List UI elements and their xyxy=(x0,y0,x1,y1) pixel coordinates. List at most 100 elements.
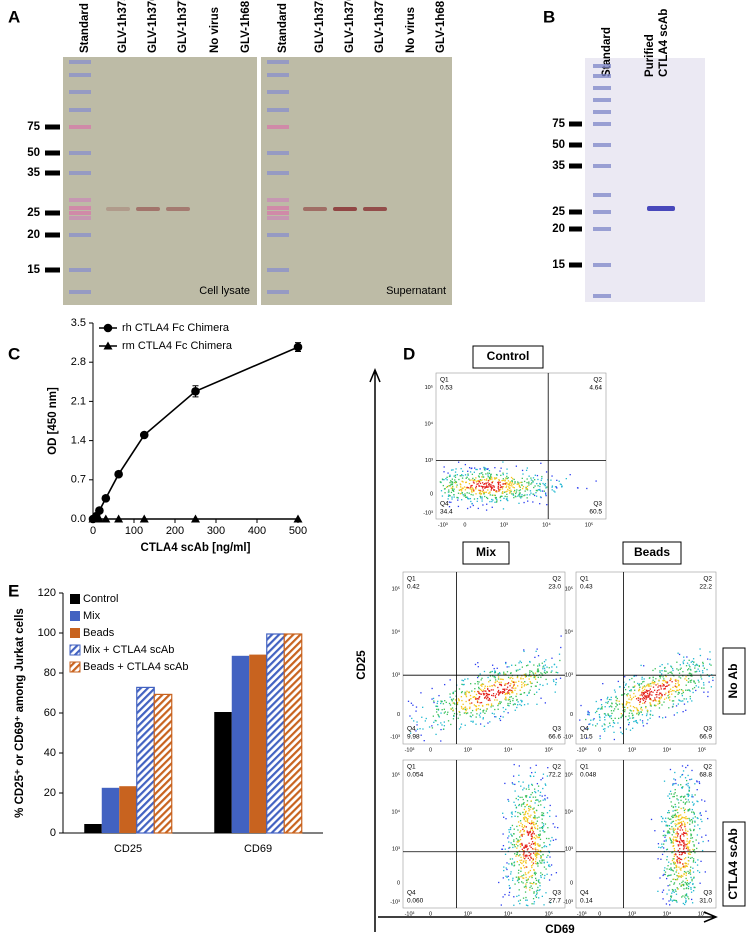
event-dot xyxy=(484,712,486,714)
event-dot xyxy=(671,693,673,695)
event-dot xyxy=(555,872,558,874)
event-dot xyxy=(525,866,527,868)
event-dot xyxy=(657,703,659,705)
event-dot xyxy=(529,808,531,811)
event-dot xyxy=(587,727,589,730)
event-dot xyxy=(494,677,496,679)
event-dot xyxy=(677,823,680,825)
event-dot xyxy=(539,838,542,841)
event-dot xyxy=(537,886,539,889)
event-dot xyxy=(678,688,681,691)
event-dot xyxy=(613,731,615,734)
event-dot xyxy=(468,467,471,469)
event-dot xyxy=(502,707,504,709)
event-dot xyxy=(497,678,500,680)
event-dot xyxy=(681,824,683,826)
event-dot xyxy=(506,876,508,878)
event-dot xyxy=(540,872,542,874)
event-dot xyxy=(505,699,507,701)
quadrant-name: Q2 xyxy=(552,764,561,771)
event-dot xyxy=(685,893,688,896)
event-dot xyxy=(687,856,690,859)
event-dot xyxy=(483,466,485,469)
event-dot xyxy=(539,791,542,794)
event-dot xyxy=(532,898,535,900)
event-dot xyxy=(632,686,634,688)
event-dot xyxy=(445,477,447,480)
event-dot xyxy=(497,686,499,689)
panel-label: D xyxy=(403,344,415,363)
event-dot xyxy=(443,721,445,723)
event-dot xyxy=(641,681,644,683)
event-dot xyxy=(642,696,645,699)
event-dot xyxy=(689,778,691,781)
event-dot xyxy=(618,700,620,702)
event-dot xyxy=(432,697,435,700)
event-dot xyxy=(554,683,557,686)
event-dot xyxy=(536,474,539,477)
event-dot xyxy=(662,685,664,687)
event-dot xyxy=(625,715,627,718)
event-dot xyxy=(522,473,524,475)
event-dot xyxy=(697,859,699,861)
event-dot xyxy=(637,714,640,716)
quadrant-name: Q3 xyxy=(552,890,561,897)
event-dot xyxy=(695,689,697,692)
event-dot xyxy=(521,862,523,865)
event-dot xyxy=(494,670,497,673)
event-dot xyxy=(627,693,629,695)
event-dot xyxy=(464,691,466,693)
event-dot xyxy=(684,808,686,810)
event-dot xyxy=(523,825,526,827)
event-dot xyxy=(665,821,667,823)
event-dot xyxy=(512,846,514,849)
event-dot xyxy=(690,835,692,837)
event-dot xyxy=(661,682,664,685)
event-dot xyxy=(594,725,597,727)
event-dot xyxy=(479,716,481,718)
event-dot xyxy=(686,817,689,820)
x-tick-label: 200 xyxy=(166,525,184,537)
event-dot xyxy=(637,682,639,685)
event-dot xyxy=(499,496,502,498)
event-dot xyxy=(684,896,686,898)
event-dot xyxy=(527,703,529,705)
event-dot xyxy=(470,716,472,718)
event-dot xyxy=(679,844,681,846)
quadrant-name: Q2 xyxy=(593,377,602,384)
event-dot xyxy=(669,884,671,886)
event-dot xyxy=(499,678,501,680)
event-dot xyxy=(661,853,664,856)
event-dot xyxy=(497,483,500,486)
event-dot xyxy=(499,486,501,489)
ladder-band xyxy=(69,211,91,215)
event-dot xyxy=(626,695,628,697)
event-dot xyxy=(680,874,683,877)
event-dot xyxy=(675,838,677,841)
event-dot xyxy=(671,892,673,894)
event-dot xyxy=(559,659,561,662)
event-dot xyxy=(492,695,494,697)
event-dot xyxy=(672,806,675,808)
event-dot xyxy=(662,676,664,678)
event-dot xyxy=(687,846,690,848)
event-dot xyxy=(603,723,605,725)
event-dot xyxy=(673,783,675,785)
event-dot xyxy=(676,795,678,797)
event-dot xyxy=(641,678,643,680)
event-dot xyxy=(537,670,540,673)
event-dot xyxy=(449,679,451,681)
event-dot xyxy=(513,491,515,493)
event-dot xyxy=(694,851,696,854)
event-dot xyxy=(673,855,675,858)
lane-label: Standard xyxy=(601,27,613,77)
event-dot xyxy=(646,694,648,697)
event-dot xyxy=(487,474,489,476)
event-dot xyxy=(643,680,645,683)
bar xyxy=(101,787,120,833)
event-dot xyxy=(649,714,652,716)
event-dot xyxy=(519,820,522,822)
event-dot xyxy=(431,725,433,727)
event-dot xyxy=(554,826,556,828)
event-dot xyxy=(623,686,626,689)
